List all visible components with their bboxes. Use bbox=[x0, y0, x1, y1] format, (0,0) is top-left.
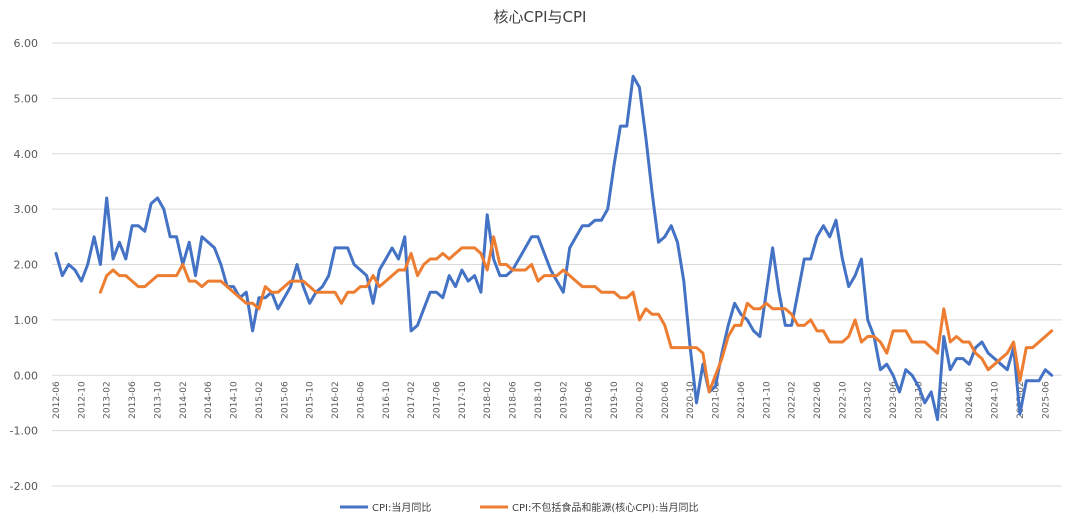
x-tick-label: 2015-10 bbox=[306, 381, 316, 419]
x-tick-label: 2022-10 bbox=[838, 381, 848, 419]
chart-title: 核心CPI与CPI bbox=[494, 8, 587, 26]
x-tick-label: 2020-06 bbox=[661, 381, 671, 419]
x-tick-label: 2017-02 bbox=[407, 381, 417, 419]
x-tick-label: 2022-02 bbox=[788, 381, 798, 419]
x-tick-label: 2025-02 bbox=[1016, 381, 1026, 419]
x-tick-label: 2014-06 bbox=[204, 381, 214, 419]
x-tick-label: 2024-10 bbox=[991, 381, 1001, 419]
x-tick-label: 2013-10 bbox=[153, 381, 163, 419]
x-tick-label: 2018-10 bbox=[534, 381, 544, 419]
y-axis-ticks: 6.00 5.00 4.00 3.00 2.00 1.00 0.00 -1.00 -2.00 bbox=[10, 37, 38, 493]
x-tick-label: 2021-06 bbox=[737, 381, 747, 419]
x-tick-label: 2013-02 bbox=[103, 381, 113, 419]
x-tick-label: 2017-10 bbox=[458, 381, 468, 419]
x-tick-label: 2018-02 bbox=[483, 381, 493, 419]
x-tick-label: 2019-10 bbox=[610, 381, 620, 419]
x-tick-label: 2016-02 bbox=[331, 381, 341, 419]
x-tick-label: 2024-06 bbox=[965, 381, 975, 419]
x-tick-label: 2025-06 bbox=[1041, 381, 1051, 419]
y-tick-label: 6.00 bbox=[14, 37, 39, 50]
series-lines bbox=[54, 74, 1054, 422]
x-tick-label: 2017-06 bbox=[433, 381, 443, 419]
x-tick-label: 2016-10 bbox=[382, 381, 392, 419]
legend-label-core-cpi: CPI:不包括食品和能源(核心CPI):当月同比 bbox=[512, 501, 698, 514]
x-tick-label: 2014-02 bbox=[179, 381, 189, 419]
x-tick-label: 2015-06 bbox=[280, 381, 290, 419]
y-tick-label: 5.00 bbox=[14, 92, 39, 105]
x-tick-label: 2023-10 bbox=[914, 381, 924, 419]
series-line-core-cpi bbox=[98, 235, 1054, 394]
y-tick-label: -1.00 bbox=[10, 425, 38, 438]
x-tick-label: 2018-06 bbox=[509, 381, 519, 419]
x-tick-label: 2020-10 bbox=[686, 381, 696, 419]
y-tick-label: 4.00 bbox=[14, 148, 39, 161]
x-tick-label: 2023-02 bbox=[864, 381, 874, 419]
y-tick-label: -2.00 bbox=[10, 480, 38, 493]
x-tick-label: 2021-10 bbox=[762, 381, 772, 419]
x-tick-label: 2020-02 bbox=[635, 381, 645, 419]
x-tick-label: 2022-06 bbox=[813, 381, 823, 419]
x-tick-label: 2016-06 bbox=[356, 381, 366, 419]
x-axis-ticks: 2012-06 2012-10 2013-02 2013-06 2013-10 2014-… bbox=[52, 381, 1051, 419]
x-tick-label: 2024-02 bbox=[940, 381, 950, 419]
x-tick-label: 2015-02 bbox=[255, 381, 265, 419]
legend-label-cpi: CPI:当月同比 bbox=[372, 501, 431, 514]
x-tick-label: 2023-06 bbox=[889, 381, 899, 419]
x-tick-label: 2012-10 bbox=[77, 381, 87, 419]
x-tick-label: 2012-06 bbox=[52, 381, 62, 419]
y-tick-label: 1.00 bbox=[14, 314, 39, 327]
x-tick-label: 2021-02 bbox=[712, 381, 722, 419]
y-tick-label: 0.00 bbox=[14, 369, 39, 382]
x-tick-label: 2019-06 bbox=[585, 381, 595, 419]
y-tick-label: 3.00 bbox=[14, 203, 39, 216]
x-tick-label: 2013-06 bbox=[128, 381, 138, 419]
series-line-cpi bbox=[54, 74, 1054, 422]
y-tick-label: 2.00 bbox=[14, 259, 39, 272]
x-tick-label: 2019-02 bbox=[559, 381, 569, 419]
x-tick-label: 2014-10 bbox=[230, 381, 240, 419]
legend: CPI:当月同比 CPI:不包括食品和能源(核心CPI):当月同比 bbox=[340, 501, 698, 514]
